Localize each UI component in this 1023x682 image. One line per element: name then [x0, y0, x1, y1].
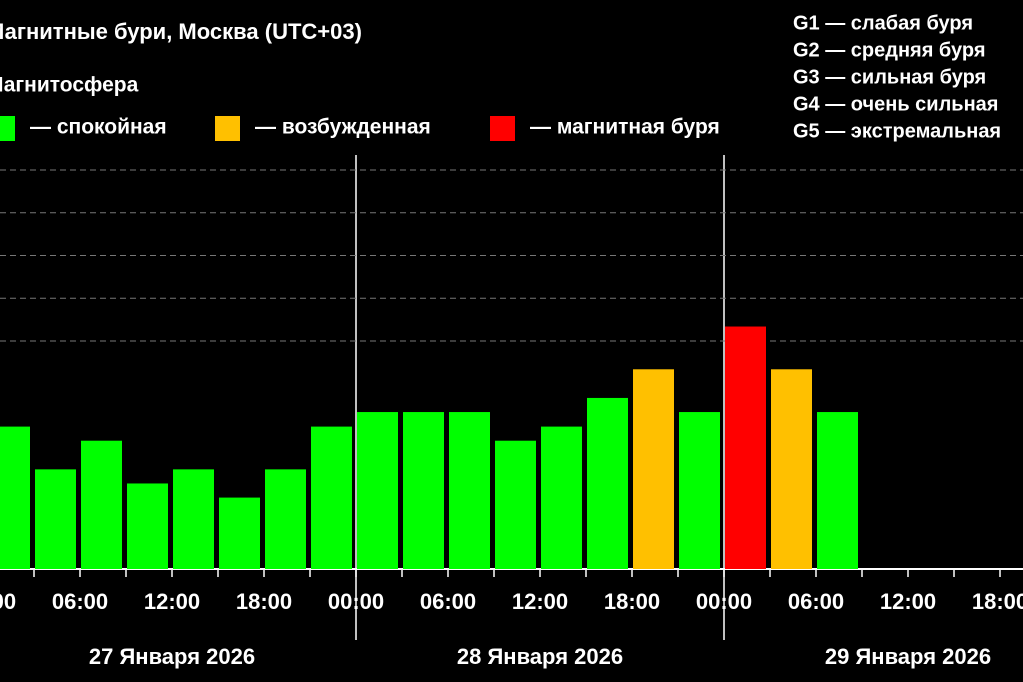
storm-scale-item: G4 — очень сильная [793, 93, 998, 115]
bar [403, 412, 444, 569]
storm-scale-item: G3 — сильная буря [793, 66, 986, 88]
bar [0, 426, 30, 569]
legend-label: — магнитная буря [530, 116, 720, 139]
x-tick-label: 00:00 [0, 589, 16, 614]
bar [495, 440, 536, 569]
bar [311, 426, 352, 569]
bar [81, 440, 122, 569]
day-label: 28 Января 2026 [457, 644, 623, 669]
legend-swatch [215, 116, 240, 141]
x-tick-label: 12:00 [512, 589, 568, 614]
bar [633, 369, 674, 569]
legend-swatch [0, 116, 15, 141]
bar [587, 397, 628, 569]
x-tick-label: 12:00 [880, 589, 936, 614]
x-tick-label: 06:00 [52, 589, 108, 614]
day-label: 29 Января 2026 [825, 644, 991, 669]
x-tick-label: 00:00 [328, 589, 384, 614]
bar [127, 483, 168, 569]
x-tick-label: 00:00 [696, 589, 752, 614]
bar [357, 412, 398, 569]
legend-label: — возбужденная [255, 116, 431, 139]
legend-swatch [490, 116, 515, 141]
x-tick-label: 12:00 [144, 589, 200, 614]
x-tick-label: 06:00 [420, 589, 476, 614]
bar [219, 497, 260, 569]
bar [265, 469, 306, 569]
x-tick-label: 18:00 [972, 589, 1023, 614]
bar [541, 426, 582, 569]
day-label: 27 Января 2026 [89, 644, 255, 669]
bar [35, 469, 76, 569]
x-tick-label: 18:00 [236, 589, 292, 614]
bar [449, 412, 490, 569]
storm-scale-item: G5 — экстремальная [793, 120, 1001, 142]
bar [173, 469, 214, 569]
x-tick-label: 06:00 [788, 589, 844, 614]
bar [771, 369, 812, 569]
chart-title: Магнитные бури, Москва (UTC+03) [0, 19, 362, 44]
bar [817, 412, 858, 569]
storm-scale-item: G1 — слабая буря [793, 12, 973, 34]
legend-label: — спокойная [30, 116, 167, 139]
bar [725, 326, 766, 569]
x-tick-label: 18:00 [604, 589, 660, 614]
storm-scale-item: G2 — средняя буря [793, 39, 986, 61]
legend-title: Магнитосфера [0, 74, 139, 97]
bar [679, 412, 720, 569]
